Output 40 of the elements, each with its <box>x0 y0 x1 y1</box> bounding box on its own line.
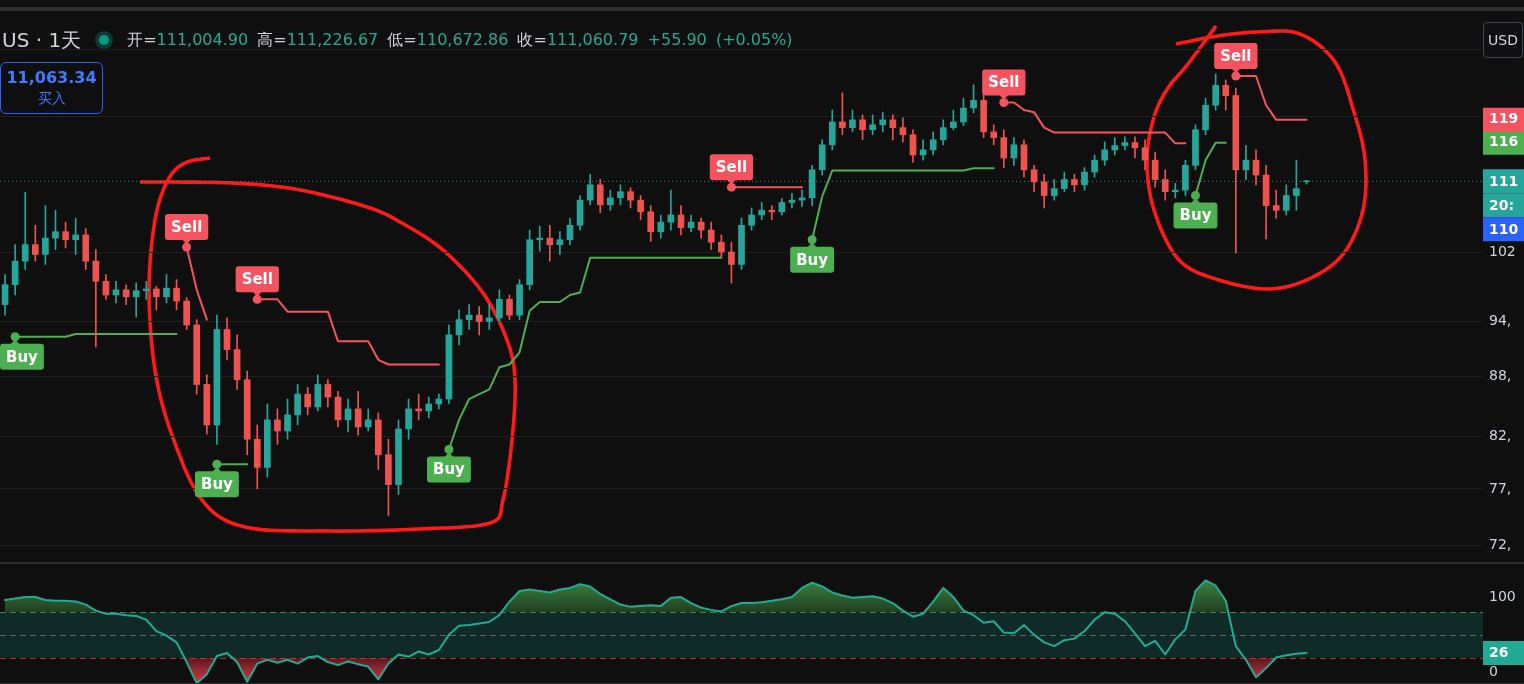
y-tick-label: 77, <box>1489 479 1512 496</box>
currency-button: USD <box>1483 22 1523 58</box>
data-label: Sell <box>241 270 273 289</box>
annotation: 11,063.34 <box>6 68 97 88</box>
point <box>807 235 817 245</box>
text: US · 1天 <box>2 26 82 54</box>
y-tick-label: 72, <box>1489 535 1512 552</box>
point <box>1231 71 1241 81</box>
data-label: Sell <box>988 73 1020 92</box>
y-tick-label: 100 <box>1489 587 1516 604</box>
data-label: Sell <box>1220 46 1252 65</box>
data-label: Sell <box>715 158 748 177</box>
data-label: Sell <box>171 217 203 236</box>
y-tick-label: 116 <box>1489 133 1519 150</box>
y-tick-label: 82, <box>1489 426 1512 443</box>
text: 20: <box>1489 197 1515 213</box>
y-tick-label: 94, <box>1489 312 1512 329</box>
point <box>212 459 222 469</box>
point <box>999 97 1009 107</box>
point <box>10 332 20 342</box>
y-tick-label: 26 <box>1489 643 1509 660</box>
ref-line-label: 111 <box>1489 173 1519 189</box>
data-label: Buy <box>1179 206 1212 225</box>
data-label: Buy <box>200 475 234 494</box>
point <box>726 182 736 192</box>
y-tick-label: 0 <box>1489 663 1498 680</box>
text: 开=111,004.90 高=111,226.67 低=110,672.86 收=111,060.79 +55.90 (+0.05%) <box>127 29 793 49</box>
annotation: 买入 <box>37 89 66 108</box>
data-label: Buy <box>432 460 466 479</box>
point <box>1190 191 1200 201</box>
point <box>444 445 454 455</box>
data-label: Buy <box>6 347 39 366</box>
y-tick-label: 88, <box>1489 367 1512 384</box>
text: 110 <box>1489 221 1519 237</box>
point <box>252 294 262 304</box>
y-tick-label: 102 <box>1489 243 1516 260</box>
data-label: Buy <box>796 250 829 269</box>
point <box>182 242 192 252</box>
price-button: 11,063.34 买入 <box>0 62 103 114</box>
y-tick-label: 119 <box>1489 110 1519 127</box>
